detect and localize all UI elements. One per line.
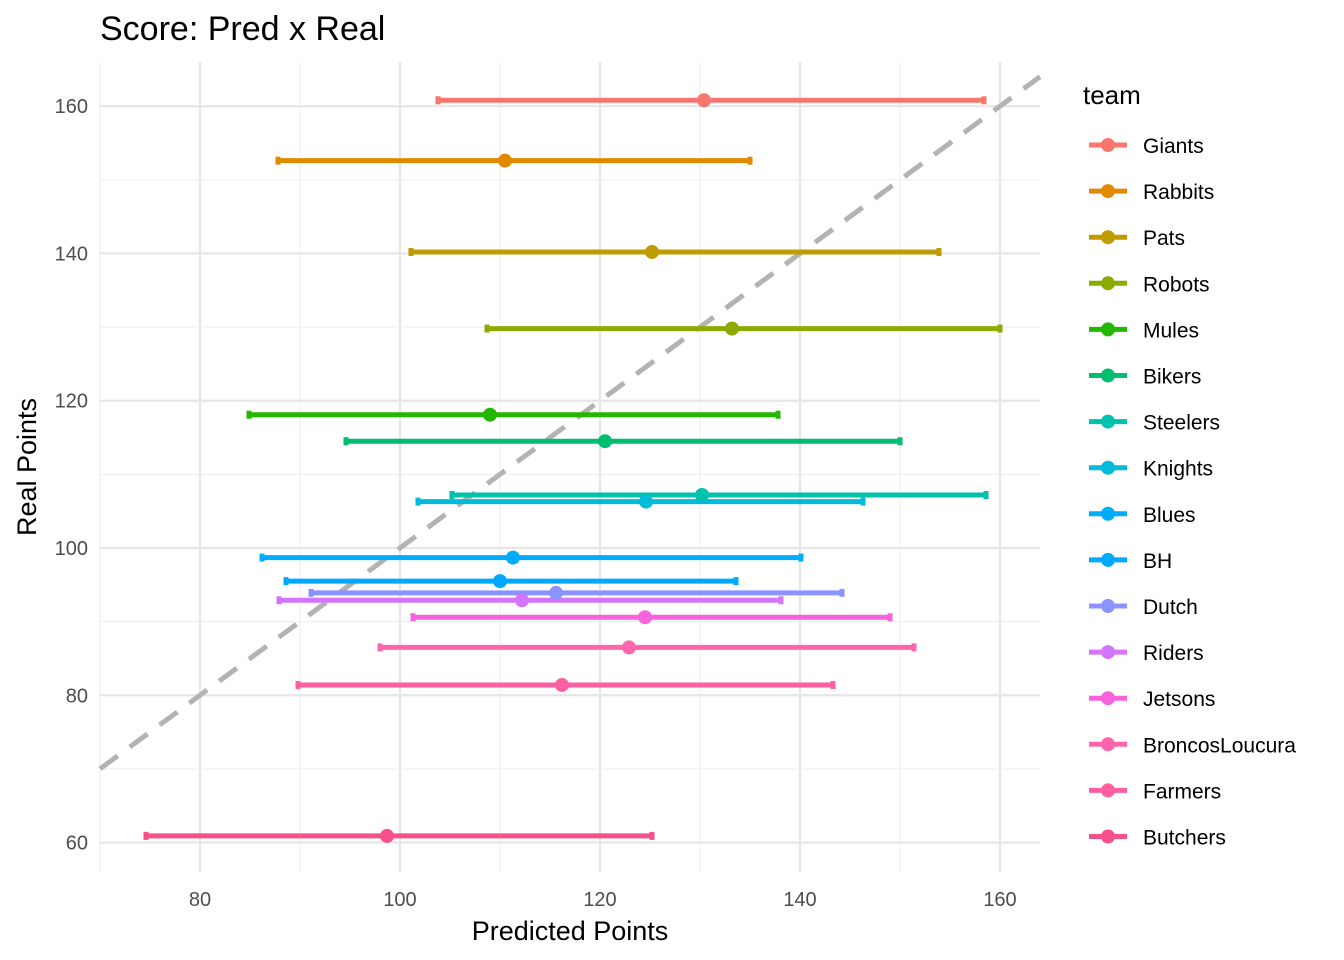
point-Dutch	[549, 585, 563, 600]
identity-reference-line	[98, 74, 1042, 771]
legend-key-point	[1101, 322, 1115, 337]
point-layer	[380, 93, 739, 843]
y-axis-label: Real Points	[12, 398, 42, 536]
legend-item: Bikers	[1089, 366, 1201, 389]
legend-label: Steelers	[1143, 412, 1220, 435]
legend-item: Steelers	[1089, 412, 1220, 435]
legend-key-point	[1101, 276, 1115, 291]
legend-label: Butchers	[1143, 827, 1226, 850]
legend-item: Mules	[1089, 319, 1199, 342]
legend-label: BH	[1143, 550, 1172, 573]
legend-item: BroncosLoucura	[1089, 734, 1296, 757]
chart-title: Score: Pred x Real	[100, 10, 385, 48]
errorbar-Dutch	[308, 588, 845, 597]
legend-key-point	[1101, 829, 1115, 844]
legend-key-point	[1101, 737, 1115, 752]
legend-title: team	[1083, 80, 1141, 110]
legend: team Giants Rabbits Pats Robots Mules Bikers S…	[1083, 80, 1296, 850]
errorbar-Robots	[484, 324, 1003, 333]
errorbar-Mules	[246, 410, 781, 419]
legend-item: Giants	[1089, 135, 1204, 158]
legend-item: Dutch	[1089, 596, 1198, 619]
y-tick-label: 140	[55, 243, 88, 265]
errorbar-Riders	[276, 596, 784, 605]
legend-key-point	[1101, 368, 1115, 383]
x-tick-label: 120	[583, 889, 616, 911]
legend-item: Farmers	[1089, 780, 1221, 803]
point-Farmers	[555, 677, 569, 692]
legend-key-point	[1101, 230, 1115, 245]
point-BH	[493, 574, 507, 589]
legend-label: Farmers	[1143, 780, 1221, 803]
legend-label: Dutch	[1143, 596, 1198, 619]
point-Knights	[639, 494, 653, 509]
x-tick-label: 80	[189, 889, 211, 911]
grid	[99, 62, 1040, 872]
legend-item: Rabbits	[1089, 181, 1214, 204]
legend-label: Blues	[1143, 504, 1196, 527]
legend-key-point	[1101, 506, 1115, 521]
y-tick-label: 100	[55, 538, 88, 560]
point-Rabbits	[498, 153, 512, 168]
y-tick-label: 120	[55, 391, 88, 413]
legend-item: Blues	[1089, 504, 1196, 527]
x-tick-label: 140	[783, 889, 816, 911]
errorbar-Butchers	[143, 831, 655, 840]
point-Bikers	[598, 434, 612, 449]
legend-key-point	[1101, 184, 1115, 199]
y-tick-label: 160	[55, 96, 88, 118]
point-Butchers	[380, 828, 394, 843]
legend-label: BroncosLoucura	[1143, 734, 1296, 757]
axis-ticks: 80 100 120 140 160 60 80 100 120 140 160	[55, 96, 1017, 911]
legend-item: Robots	[1089, 273, 1210, 296]
errorbar-Pats	[408, 247, 942, 256]
point-Steelers	[695, 487, 709, 502]
point-Riders	[515, 593, 529, 608]
legend-key-point	[1101, 460, 1115, 475]
legend-item: Jetsons	[1089, 688, 1215, 711]
point-Mules	[483, 407, 497, 422]
errorbar-Rabbits	[275, 156, 753, 165]
errorbar-Blues	[259, 553, 804, 562]
y-tick-label: 60	[66, 833, 88, 855]
legend-key-point	[1101, 138, 1115, 152]
legend-key-point	[1101, 552, 1115, 567]
legend-label: Giants	[1143, 135, 1204, 158]
errorbar-Bikers	[343, 437, 903, 446]
point-BroncosLoucura	[622, 640, 636, 655]
legend-key-point	[1101, 645, 1115, 660]
legend-label: Robots	[1143, 273, 1210, 296]
legend-key-point	[1101, 783, 1115, 798]
legend-label: Bikers	[1143, 366, 1201, 389]
x-tick-label: 160	[983, 889, 1016, 911]
errorbar-layer	[143, 96, 1003, 840]
point-Giants	[697, 93, 711, 108]
point-Pats	[645, 244, 659, 259]
point-Jetsons	[638, 610, 652, 625]
y-tick-label: 80	[66, 685, 88, 707]
legend-key-point	[1101, 599, 1115, 613]
point-Robots	[725, 321, 739, 336]
errorbar-Steelers	[449, 490, 989, 499]
legend-item: Butchers	[1089, 827, 1226, 850]
legend-key-point	[1101, 691, 1115, 706]
legend-label: Pats	[1143, 227, 1185, 250]
point-Blues	[506, 550, 520, 565]
errorbar-BH	[283, 577, 739, 586]
legend-label: Riders	[1143, 642, 1204, 665]
legend-key-point	[1101, 414, 1115, 429]
legend-item: Knights	[1089, 458, 1213, 481]
errorbar-BroncosLoucura	[377, 643, 917, 652]
legend-label: Rabbits	[1143, 181, 1214, 204]
x-tick-label: 100	[383, 889, 416, 911]
legend-label: Knights	[1143, 458, 1213, 481]
legend-item: BH	[1089, 550, 1172, 573]
legend-label: Jetsons	[1143, 688, 1215, 711]
legend-label: Mules	[1143, 319, 1199, 342]
legend-item: Riders	[1089, 642, 1204, 665]
reference-line-layer	[98, 74, 1042, 771]
legend-item: Pats	[1089, 227, 1185, 250]
x-axis-label: Predicted Points	[472, 916, 669, 946]
